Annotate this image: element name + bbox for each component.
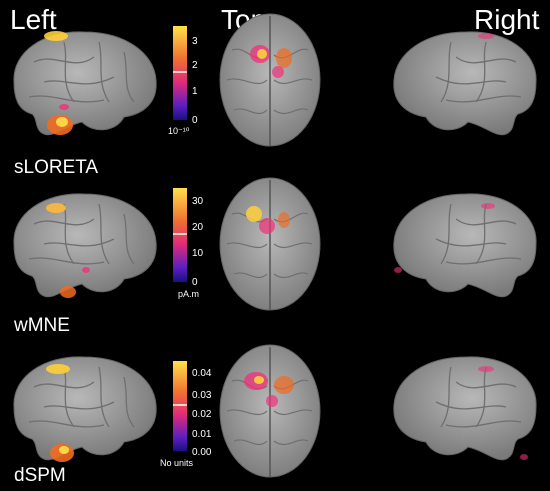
colorbar-tick: 0.03 bbox=[192, 390, 212, 401]
colorbar: 30 20 10 0 pA.m bbox=[173, 188, 204, 299]
brain-top-view bbox=[219, 177, 321, 311]
column-header-left: Left bbox=[10, 4, 57, 35]
colorbar-tick: 0 bbox=[192, 277, 198, 288]
colorbar-tick: 0.02 bbox=[192, 409, 212, 420]
colorbar-gradient bbox=[173, 188, 187, 282]
row-wmne: 30 20 10 0 pA.m wMNE bbox=[0, 162, 550, 336]
method-label: dSPM bbox=[14, 465, 66, 486]
brain-left-view bbox=[13, 356, 157, 462]
brain-right-view bbox=[393, 356, 537, 461]
colorbar-tick: 3 bbox=[192, 36, 198, 47]
column-header-right: Right bbox=[474, 4, 540, 35]
colorbar-tick: 0.00 bbox=[192, 447, 212, 458]
colorbar-tick: 2 bbox=[192, 60, 198, 71]
brain-left-view bbox=[13, 193, 157, 298]
colorbar-tick: 30 bbox=[192, 196, 204, 207]
brain-top-view bbox=[219, 344, 321, 478]
row-dspm: 0.04 0.03 0.02 0.01 0.00 No units dSPM bbox=[0, 325, 550, 486]
method-label: wMNE bbox=[14, 315, 70, 336]
colorbar-tick: 0.04 bbox=[192, 368, 212, 379]
colorbar: 3 2 1 0 10⁻¹⁰ bbox=[168, 26, 198, 136]
colorbar-gradient bbox=[173, 361, 187, 451]
colorbar: 0.04 0.03 0.02 0.01 0.00 No units bbox=[160, 361, 212, 467]
colorbar-tick: 0 bbox=[192, 115, 198, 126]
row-sloreta: 3 2 1 0 10⁻¹⁰ bbox=[0, 0, 550, 178]
colorbar-tick: 1 bbox=[192, 86, 198, 97]
colorbar-unit: 10⁻¹⁰ bbox=[168, 126, 190, 136]
brain-left-view bbox=[13, 31, 157, 136]
colorbar-gradient bbox=[173, 26, 187, 120]
method-label: sLORETA bbox=[14, 157, 99, 178]
colorbar-tick: 0.01 bbox=[192, 429, 212, 440]
colorbar-tick: 10 bbox=[192, 248, 204, 259]
colorbar-unit: No units bbox=[160, 458, 194, 467]
brain-right-view bbox=[393, 31, 537, 136]
colorbar-unit: pA.m bbox=[178, 289, 199, 299]
colorbar-tick: 20 bbox=[192, 222, 204, 233]
brain-right-view bbox=[393, 193, 537, 298]
brain-top-view bbox=[219, 13, 321, 147]
